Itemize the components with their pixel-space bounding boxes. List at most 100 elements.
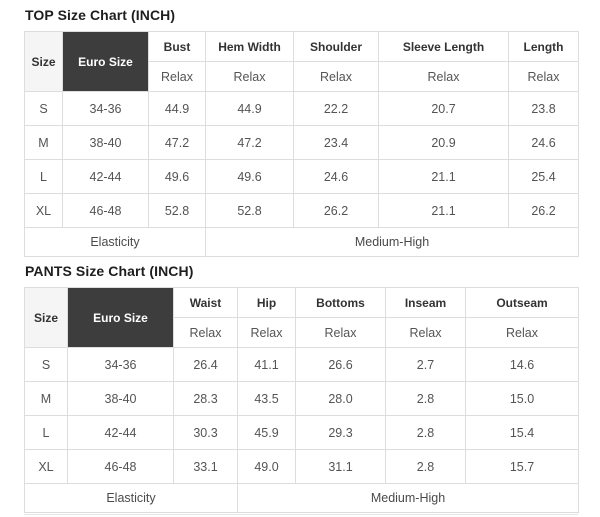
measurement-cell: 28.3: [173, 381, 238, 416]
measurement-cell: 49.6: [205, 159, 294, 194]
column-header-measure: Bottoms: [295, 287, 386, 318]
euro-size-cell: 38-40: [62, 125, 149, 160]
size-row: M 38-40 47.2 47.2 23.4 20.9 24.6: [24, 125, 579, 160]
fit-label-cell: Relax: [148, 61, 206, 92]
size-cell: M: [24, 381, 68, 416]
elasticity-label-cell: Elasticity: [24, 227, 206, 257]
elasticity-label-cell: Elasticity: [24, 483, 238, 513]
measurement-cell: 23.8: [508, 91, 579, 126]
measurement-cell: 26.2: [293, 193, 379, 228]
measure-header-row: Size Euro Size Waist Hip Bottoms Inseam Outsea…: [24, 287, 579, 348]
measurement-cell: 22.2: [293, 91, 379, 126]
measurement-cell: 26.4: [173, 347, 238, 382]
measurement-cell: 44.9: [205, 91, 294, 126]
measurement-cell: 26.6: [295, 347, 386, 382]
fit-label-cell: Relax: [385, 317, 466, 348]
size-cell: XL: [24, 449, 68, 484]
column-header-measure: Shoulder: [293, 31, 379, 62]
measurement-cell: 2.8: [385, 449, 466, 484]
measurement-cell: 20.7: [378, 91, 509, 126]
size-cell: S: [24, 347, 68, 382]
measurement-cell: 49.0: [237, 449, 296, 484]
fit-label-cell: Relax: [465, 317, 579, 348]
measurement-cell: 33.1: [173, 449, 238, 484]
column-header-size: Size: [24, 31, 63, 92]
measurement-cell: 49.6: [148, 159, 206, 194]
column-header-euro-size: Euro Size: [67, 287, 174, 348]
size-row: XL 46-48 52.8 52.8 26.2 21.1 26.2: [24, 193, 579, 228]
fit-label-row: Relax Relax Relax Relax Relax: [25, 317, 579, 348]
elasticity-row: Elasticity Medium-High: [24, 483, 579, 513]
size-row: L 42-44 49.6 49.6 24.6 21.1 25.4: [24, 159, 579, 194]
measurement-cell: 2.8: [385, 415, 466, 450]
column-header-size: Size: [24, 287, 68, 348]
measurement-cell: 15.7: [465, 449, 579, 484]
elasticity-row: Elasticity Medium-High: [24, 227, 579, 257]
fit-label-row: Relax Relax Relax Relax Relax: [25, 61, 579, 92]
fit-label-cell: Relax: [173, 317, 238, 348]
column-header-measure: Length: [508, 31, 579, 62]
euro-size-cell: 34-36: [67, 347, 174, 382]
column-header-measure: Sleeve Length: [378, 31, 509, 62]
fit-label-cell: Relax: [237, 317, 296, 348]
measurement-cell: 52.8: [205, 193, 294, 228]
fit-label-cell: Relax: [295, 317, 386, 348]
size-cell: L: [24, 159, 63, 194]
column-header-measure: Hem Width: [205, 31, 294, 62]
measurement-cell: 23.4: [293, 125, 379, 160]
measurement-cell: 14.6: [465, 347, 579, 382]
fit-label-cell: Relax: [378, 61, 509, 92]
measurement-cell: 2.8: [385, 381, 466, 416]
pants-size-chart-section: PANTS Size Chart (INCH) Size Euro Size Wai…: [0, 263, 600, 513]
column-header-euro-size: Euro Size: [62, 31, 149, 92]
measurement-cell: 21.1: [378, 193, 509, 228]
euro-size-cell: 46-48: [67, 449, 174, 484]
measurement-cell: 26.2: [508, 193, 579, 228]
size-cell: S: [24, 91, 63, 126]
size-row: M 38-40 28.3 43.5 28.0 2.8 15.0: [24, 381, 579, 416]
size-row: S 34-36 26.4 41.1 26.6 2.7 14.6: [24, 347, 579, 382]
top-size-chart-section: TOP Size Chart (INCH) Size Euro Size Bust H…: [0, 0, 600, 257]
elasticity-value-cell: Medium-High: [237, 483, 579, 513]
measurement-cell: 47.2: [148, 125, 206, 160]
measurement-cell: 30.3: [173, 415, 238, 450]
size-cell: M: [24, 125, 63, 160]
euro-size-cell: 38-40: [67, 381, 174, 416]
measurement-cell: 52.8: [148, 193, 206, 228]
elasticity-value-cell: Medium-High: [205, 227, 579, 257]
measurement-cell: 24.6: [293, 159, 379, 194]
measurement-cell: 44.9: [148, 91, 206, 126]
measurement-cell: 21.1: [378, 159, 509, 194]
column-header-measure: Bust: [148, 31, 206, 62]
measurement-cell: 45.9: [237, 415, 296, 450]
pants-chart-title: PANTS Size Chart (INCH): [25, 263, 194, 279]
euro-size-cell: 42-44: [67, 415, 174, 450]
size-row: S 34-36 44.9 44.9 22.2 20.7 23.8: [24, 91, 579, 126]
bottom-divider: [24, 514, 578, 515]
measurement-cell: 47.2: [205, 125, 294, 160]
column-header-measure: Waist: [173, 287, 238, 318]
measurement-cell: 20.9: [378, 125, 509, 160]
measurement-cell: 28.0: [295, 381, 386, 416]
size-cell: L: [24, 415, 68, 450]
fit-label-cell: Relax: [508, 61, 579, 92]
euro-size-cell: 34-36: [62, 91, 149, 126]
size-row: L 42-44 30.3 45.9 29.3 2.8 15.4: [24, 415, 579, 450]
measure-header-row: Size Euro Size Bust Hem Width Shoulder Sleeve…: [24, 31, 579, 92]
fit-label-cell: Relax: [293, 61, 379, 92]
column-header-measure: Outseam: [465, 287, 579, 318]
size-cell: XL: [24, 193, 63, 228]
measurement-cell: 31.1: [295, 449, 386, 484]
euro-size-cell: 46-48: [62, 193, 149, 228]
measurement-cell: 2.7: [385, 347, 466, 382]
measurement-cell: 29.3: [295, 415, 386, 450]
top-chart-title: TOP Size Chart (INCH): [25, 7, 176, 23]
pants-size-table: Size Euro Size Waist Hip Bottoms Inseam Outsea…: [24, 287, 579, 513]
measurement-cell: 15.4: [465, 415, 579, 450]
column-header-measure: Inseam: [385, 287, 466, 318]
measurement-cell: 15.0: [465, 381, 579, 416]
column-header-measure: Hip: [237, 287, 296, 318]
size-row: XL 46-48 33.1 49.0 31.1 2.8 15.7: [24, 449, 579, 484]
measurement-cell: 43.5: [237, 381, 296, 416]
